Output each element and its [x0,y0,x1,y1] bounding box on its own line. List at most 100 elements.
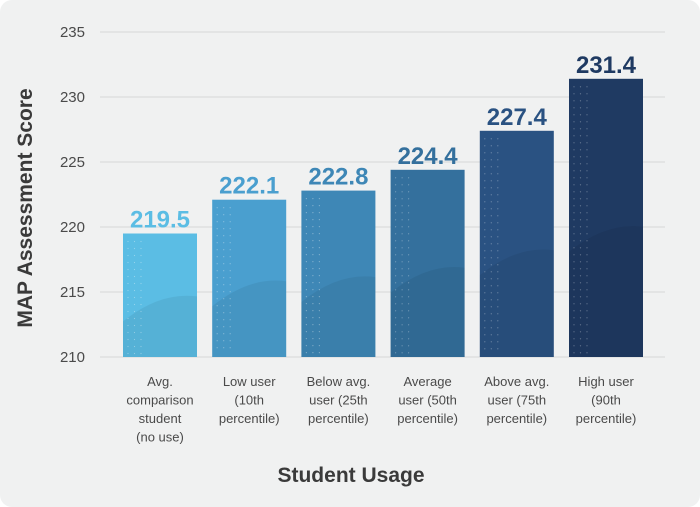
bar-dot [497,292,499,294]
bar-dot [408,275,410,277]
bar-dot [223,326,225,328]
bar-dot [140,310,142,313]
bar-dot [484,271,486,273]
bar-dot [579,310,582,312]
bar-dot [484,152,486,154]
bar-dot [305,289,307,291]
category-label: user (75th [488,393,547,408]
bar-dot [312,205,314,207]
bar-dot [140,331,142,334]
bar-shading [123,295,197,357]
bar-dot [497,341,499,343]
bar-dot [140,352,142,355]
bar-dot [223,249,225,251]
bar-dot [497,236,499,238]
bar-dot [312,247,314,249]
bar-dot [579,338,582,340]
bar-dot [312,198,314,200]
bar-dot [586,184,588,186]
bar [479,130,554,357]
bar-dot [408,310,410,312]
bar-dot [401,345,403,347]
bar [569,78,643,358]
bar-dot [573,303,575,305]
bar-dot [579,240,582,242]
bar-dot [497,257,499,259]
bar-dot [312,296,314,298]
bar-dot [133,296,136,299]
bar-dot [127,303,129,306]
bar-dot [586,114,588,116]
bar-dot [579,198,582,200]
bar-dot [579,86,582,88]
bar-dot [223,207,225,209]
bar-dot [579,226,582,228]
bar-dot [401,205,403,207]
bar-dot [490,271,492,273]
bar-dot [573,198,575,200]
bar-dot [490,243,492,245]
bar-dot [216,312,218,314]
bar-dot [573,100,575,102]
bar-dot [497,306,499,308]
bar-dot [216,333,218,335]
bar-dot [401,177,403,179]
bar-dot [484,257,486,259]
bar-dot [216,207,218,209]
bar-dot [408,233,410,235]
bar-dot [395,240,397,242]
bar-dot [586,324,588,326]
category-label: student [139,411,182,426]
bar-dot [573,331,575,333]
bar-dot [216,277,218,279]
bar-dot [573,149,575,151]
bar [123,233,197,357]
category-label: user (50th [398,393,457,408]
bar-dot [490,334,492,336]
bar [301,190,376,357]
bar-dot [395,205,397,207]
bar-dot [573,205,575,207]
bar-dot [133,310,136,313]
bar-dot [408,352,410,354]
value-label: 222.1 [219,173,279,200]
bar-dot [586,107,588,109]
bar-dot [401,303,403,305]
bar-dot [579,345,582,347]
category-label: Low user [223,374,276,389]
bar-dot [579,142,582,144]
bar-dot [229,249,231,251]
bar-dot [579,163,582,165]
bar-dot [408,240,410,242]
bar-dot [312,289,314,291]
bar-dot [127,324,129,327]
bar-dot [140,282,142,285]
bar-dot [497,285,499,287]
bar-dot [408,317,410,319]
bar-dot [305,233,307,235]
bar-dot [573,282,575,284]
bar-dot [223,277,225,279]
bar-dot [573,240,575,242]
bar [390,169,465,357]
bar-dot [497,327,499,329]
bar-dot [133,261,136,264]
bar-dot [305,254,307,256]
bar-dot [490,138,492,140]
bar-dot [395,226,397,228]
bar-group: 224.4 Average user (50th percentile) [390,143,465,426]
bar-dot [484,348,486,350]
bar-dot [127,345,129,348]
bar-dot [395,261,397,263]
bar-dot [318,233,320,235]
bar-dot [312,240,314,242]
bar-dot [318,345,320,347]
bar-dot [586,338,588,340]
bar-dot [229,284,231,286]
bar-dot [484,264,486,266]
bar-dot [586,198,588,200]
category-label: comparison [126,393,193,408]
bar-dot [579,324,582,326]
bar-dot [133,352,136,355]
bar-dot [401,254,403,256]
